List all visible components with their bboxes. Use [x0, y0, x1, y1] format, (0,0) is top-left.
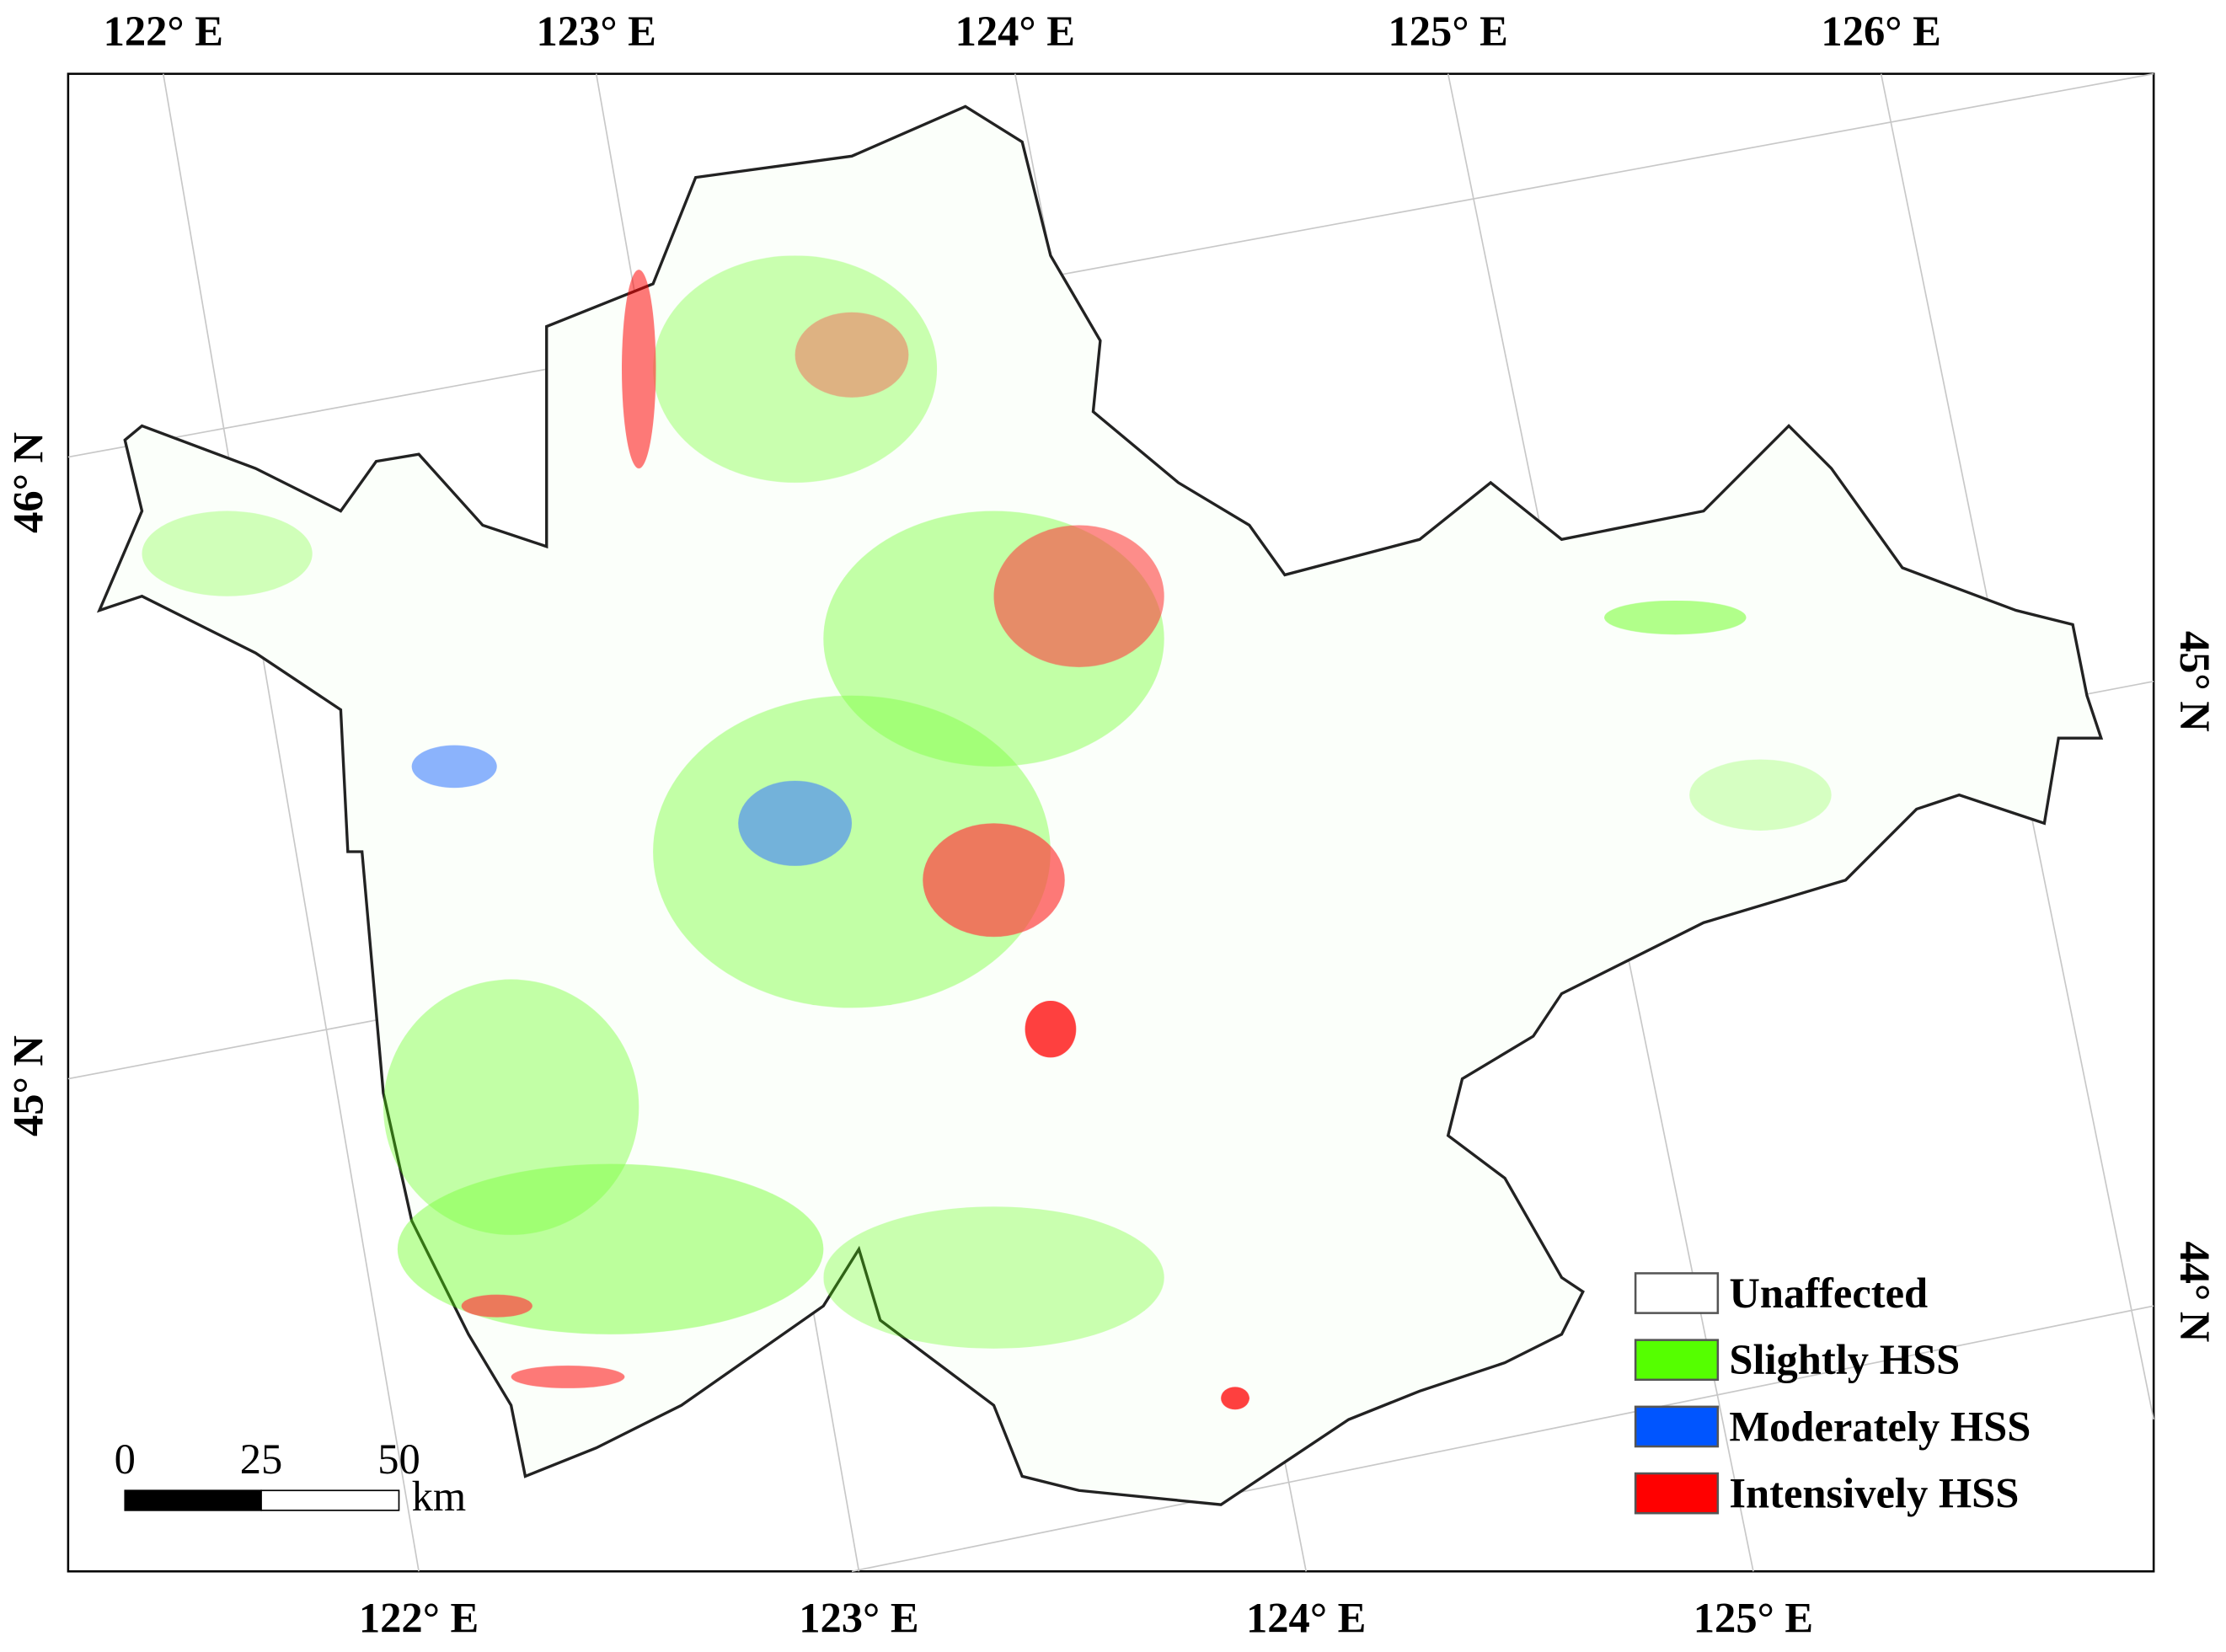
region-outline: [96, 104, 2104, 1506]
scale-tick: 25: [240, 1435, 283, 1483]
bottom-label: 125° E: [1694, 1595, 1813, 1642]
left-label: 45° N: [5, 1035, 52, 1136]
top-label: 122° E: [104, 8, 223, 55]
scale-tick: 0: [115, 1435, 136, 1483]
legend-swatch: [1634, 1472, 1720, 1515]
bottom-label: 124° E: [1246, 1595, 1366, 1642]
top-label: 126° E: [1821, 8, 1940, 55]
legend-swatch: [1634, 1405, 1720, 1448]
legend-swatch: [1634, 1272, 1720, 1314]
scale-tick: 50: [377, 1435, 420, 1483]
right-label: 44° N: [2171, 1241, 2218, 1342]
left-label: 46° N: [5, 432, 52, 533]
legend-label: Moderately HSS: [1729, 1403, 2031, 1450]
scale-unit: km: [412, 1473, 467, 1520]
top-label: 125° E: [1389, 8, 1508, 55]
hss-patches: [142, 255, 1832, 1410]
graticule-labels: 122° E 123° E 124° E 125° E 126° E 122° …: [5, 8, 2219, 1642]
legend-label: Slightly HSS: [1729, 1336, 1960, 1383]
scale-bar-dark: [124, 1489, 262, 1511]
map-layer: 122° E 123° E 124° E 125° E 126° E 122° …: [5, 8, 2219, 1642]
legend-swatch: [1634, 1339, 1720, 1382]
legend-label: Unaffected: [1729, 1270, 1928, 1317]
right-label: 45° N: [2171, 631, 2218, 732]
scale-bar-light: [260, 1489, 400, 1511]
bottom-label: 122° E: [359, 1595, 479, 1642]
legend: Unaffected Slightly HSS Moderately HSS Inte…: [1634, 1270, 2031, 1516]
top-label: 123° E: [537, 8, 656, 55]
legend-label: Intensively HSS: [1729, 1469, 2019, 1516]
scale-bar: 0 25 50 km: [115, 1435, 467, 1520]
top-label: 124° E: [955, 8, 1075, 55]
bottom-label: 123° E: [799, 1595, 918, 1642]
